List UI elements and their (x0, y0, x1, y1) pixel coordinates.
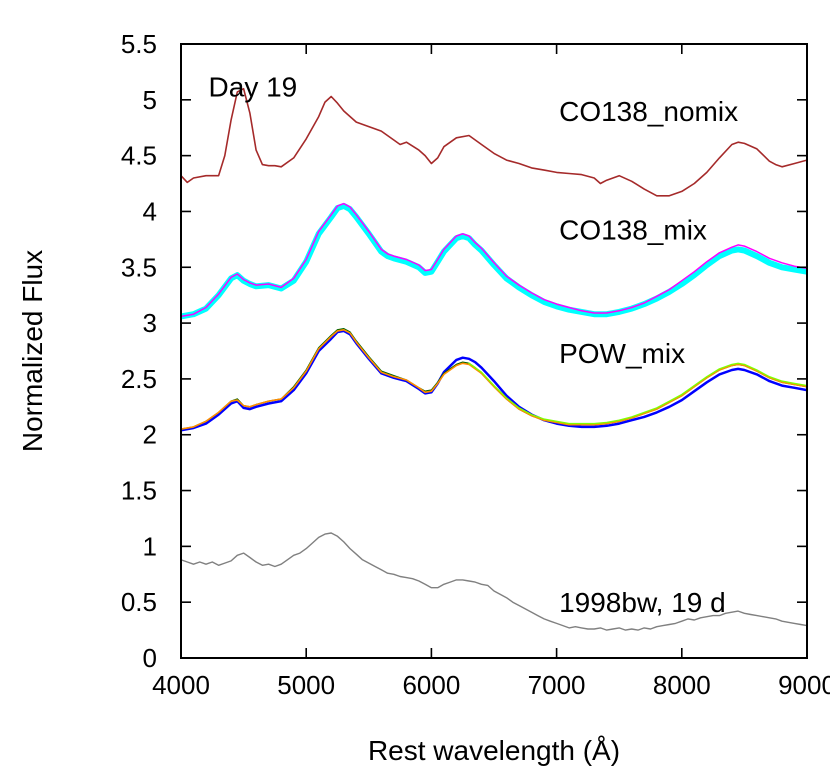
y-tick-label-6: 3 (143, 308, 157, 338)
series-line-4 (181, 329, 807, 432)
y-tick-label-2: 1 (143, 531, 157, 561)
annotation-layer: Day 19 CO138_nomix CO138_mix POW_mix 1998bw,… (209, 71, 739, 618)
annotation-2: CO138_nomix (559, 96, 738, 127)
annotation-1: Day 19 (209, 71, 298, 102)
x-tick-label-4: 8000 (653, 670, 711, 700)
series-line-6 (181, 329, 807, 430)
y-tick-label-11: 5.5 (121, 29, 157, 59)
y-tick-label-10: 5 (143, 85, 157, 115)
y-tick-label-7: 3.5 (121, 252, 157, 282)
plot-frame (180, 43, 808, 659)
tick-layer: 4000 5000 6000 7000 8000 9000 0 0.5 1 1.5 2 2.5 3 3.5… (121, 29, 830, 700)
y-tick-label-5: 2.5 (121, 364, 157, 394)
x-tick-label-2: 6000 (402, 670, 460, 700)
series-line-1 (181, 87, 807, 197)
series-layer (181, 87, 807, 631)
x-tick-label-1: 5000 (277, 670, 335, 700)
y-tick-label-9: 4.5 (121, 141, 157, 171)
x-axis-title: Rest wavelength (Å) (368, 735, 620, 766)
y-tick-label-4: 2 (143, 420, 157, 450)
y-axis-title: Normalized Flux (17, 250, 48, 452)
annotation-5: 1998bw, 19 d (559, 587, 726, 618)
series-line-7 (468, 362, 807, 425)
y-tick-label-8: 4 (143, 196, 157, 226)
annotation-4: POW_mix (559, 338, 685, 369)
series-line-3 (181, 202, 807, 318)
series-line-8 (181, 532, 807, 631)
y-tick-label-0: 0 (143, 643, 157, 673)
annotation-3: CO138_mix (559, 214, 707, 245)
x-tick-label-5: 9000 (778, 670, 830, 700)
y-tick-label-1: 0.5 (121, 587, 157, 617)
x-tick-label-3: 7000 (528, 670, 586, 700)
x-tick-label-0: 4000 (152, 670, 210, 700)
y-tick-label-3: 1.5 (121, 476, 157, 506)
series-line-2 (181, 202, 807, 320)
